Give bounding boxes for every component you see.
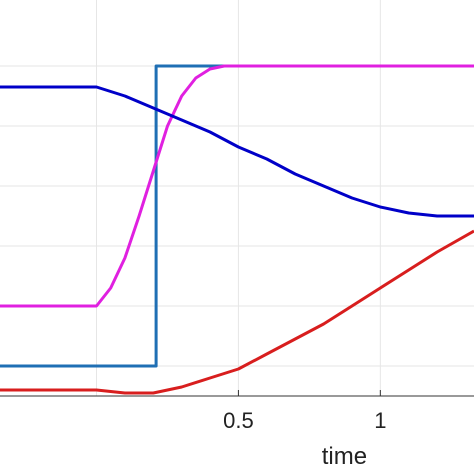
x-tick-labels: 0.5 1 — [223, 408, 386, 433]
series-line-3 — [0, 229, 474, 395]
x-axis-label: time — [322, 443, 367, 470]
series-line-0 — [0, 64, 474, 368]
plot-frame — [0, 390, 474, 397]
series-line-2 — [0, 85, 474, 218]
x-tick-label-1: 1 — [374, 408, 386, 433]
series-lines — [0, 64, 474, 395]
series-line-1 — [0, 64, 474, 308]
x-tick-label-0: 0.5 — [223, 408, 254, 433]
grid — [0, 0, 474, 396]
